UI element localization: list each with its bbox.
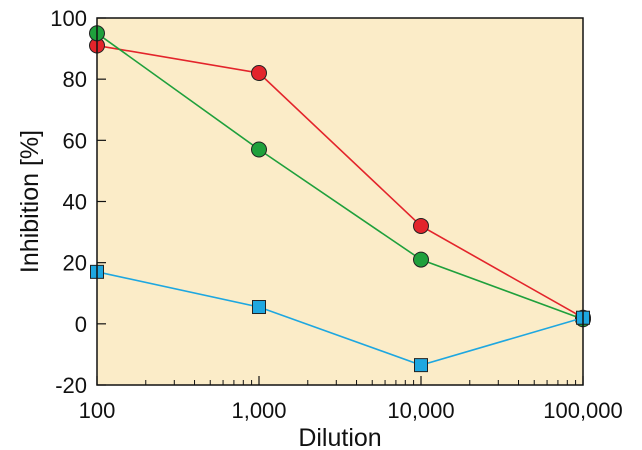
data-point (251, 65, 267, 82)
y-tick-label: 60 (63, 128, 87, 153)
series-line (96, 32, 584, 320)
y-tick-label: 0 (75, 312, 87, 337)
y-tick-label: 20 (63, 251, 87, 276)
y-tick-label: 40 (63, 190, 87, 215)
x-tick-label: 1,000 (231, 398, 286, 423)
plot-area (97, 18, 583, 385)
plot-frame (96, 17, 584, 386)
data-point (251, 141, 267, 158)
y-tick-label: 100 (50, 6, 87, 31)
x-axis-title: Dilution (298, 424, 381, 450)
series-line (96, 271, 584, 366)
y-tick-label: -20 (55, 373, 87, 398)
data-point (414, 358, 428, 373)
tick-labels: 100 1,000 10,000 100,000 -20 0 20 40 60 80 100 (50, 6, 622, 423)
x-tick-label: 100 (79, 398, 116, 423)
y-axis-title: Inhibition [%] (16, 130, 44, 273)
series-line (96, 44, 584, 319)
y-tick-label: 80 (63, 67, 87, 92)
x-tick-label: 10,000 (387, 398, 454, 423)
data-point (413, 217, 429, 234)
data-point (252, 300, 266, 315)
data-point (413, 251, 429, 268)
x-tick-label: 100,000 (543, 398, 623, 423)
x-minor-ticks (145, 380, 577, 385)
